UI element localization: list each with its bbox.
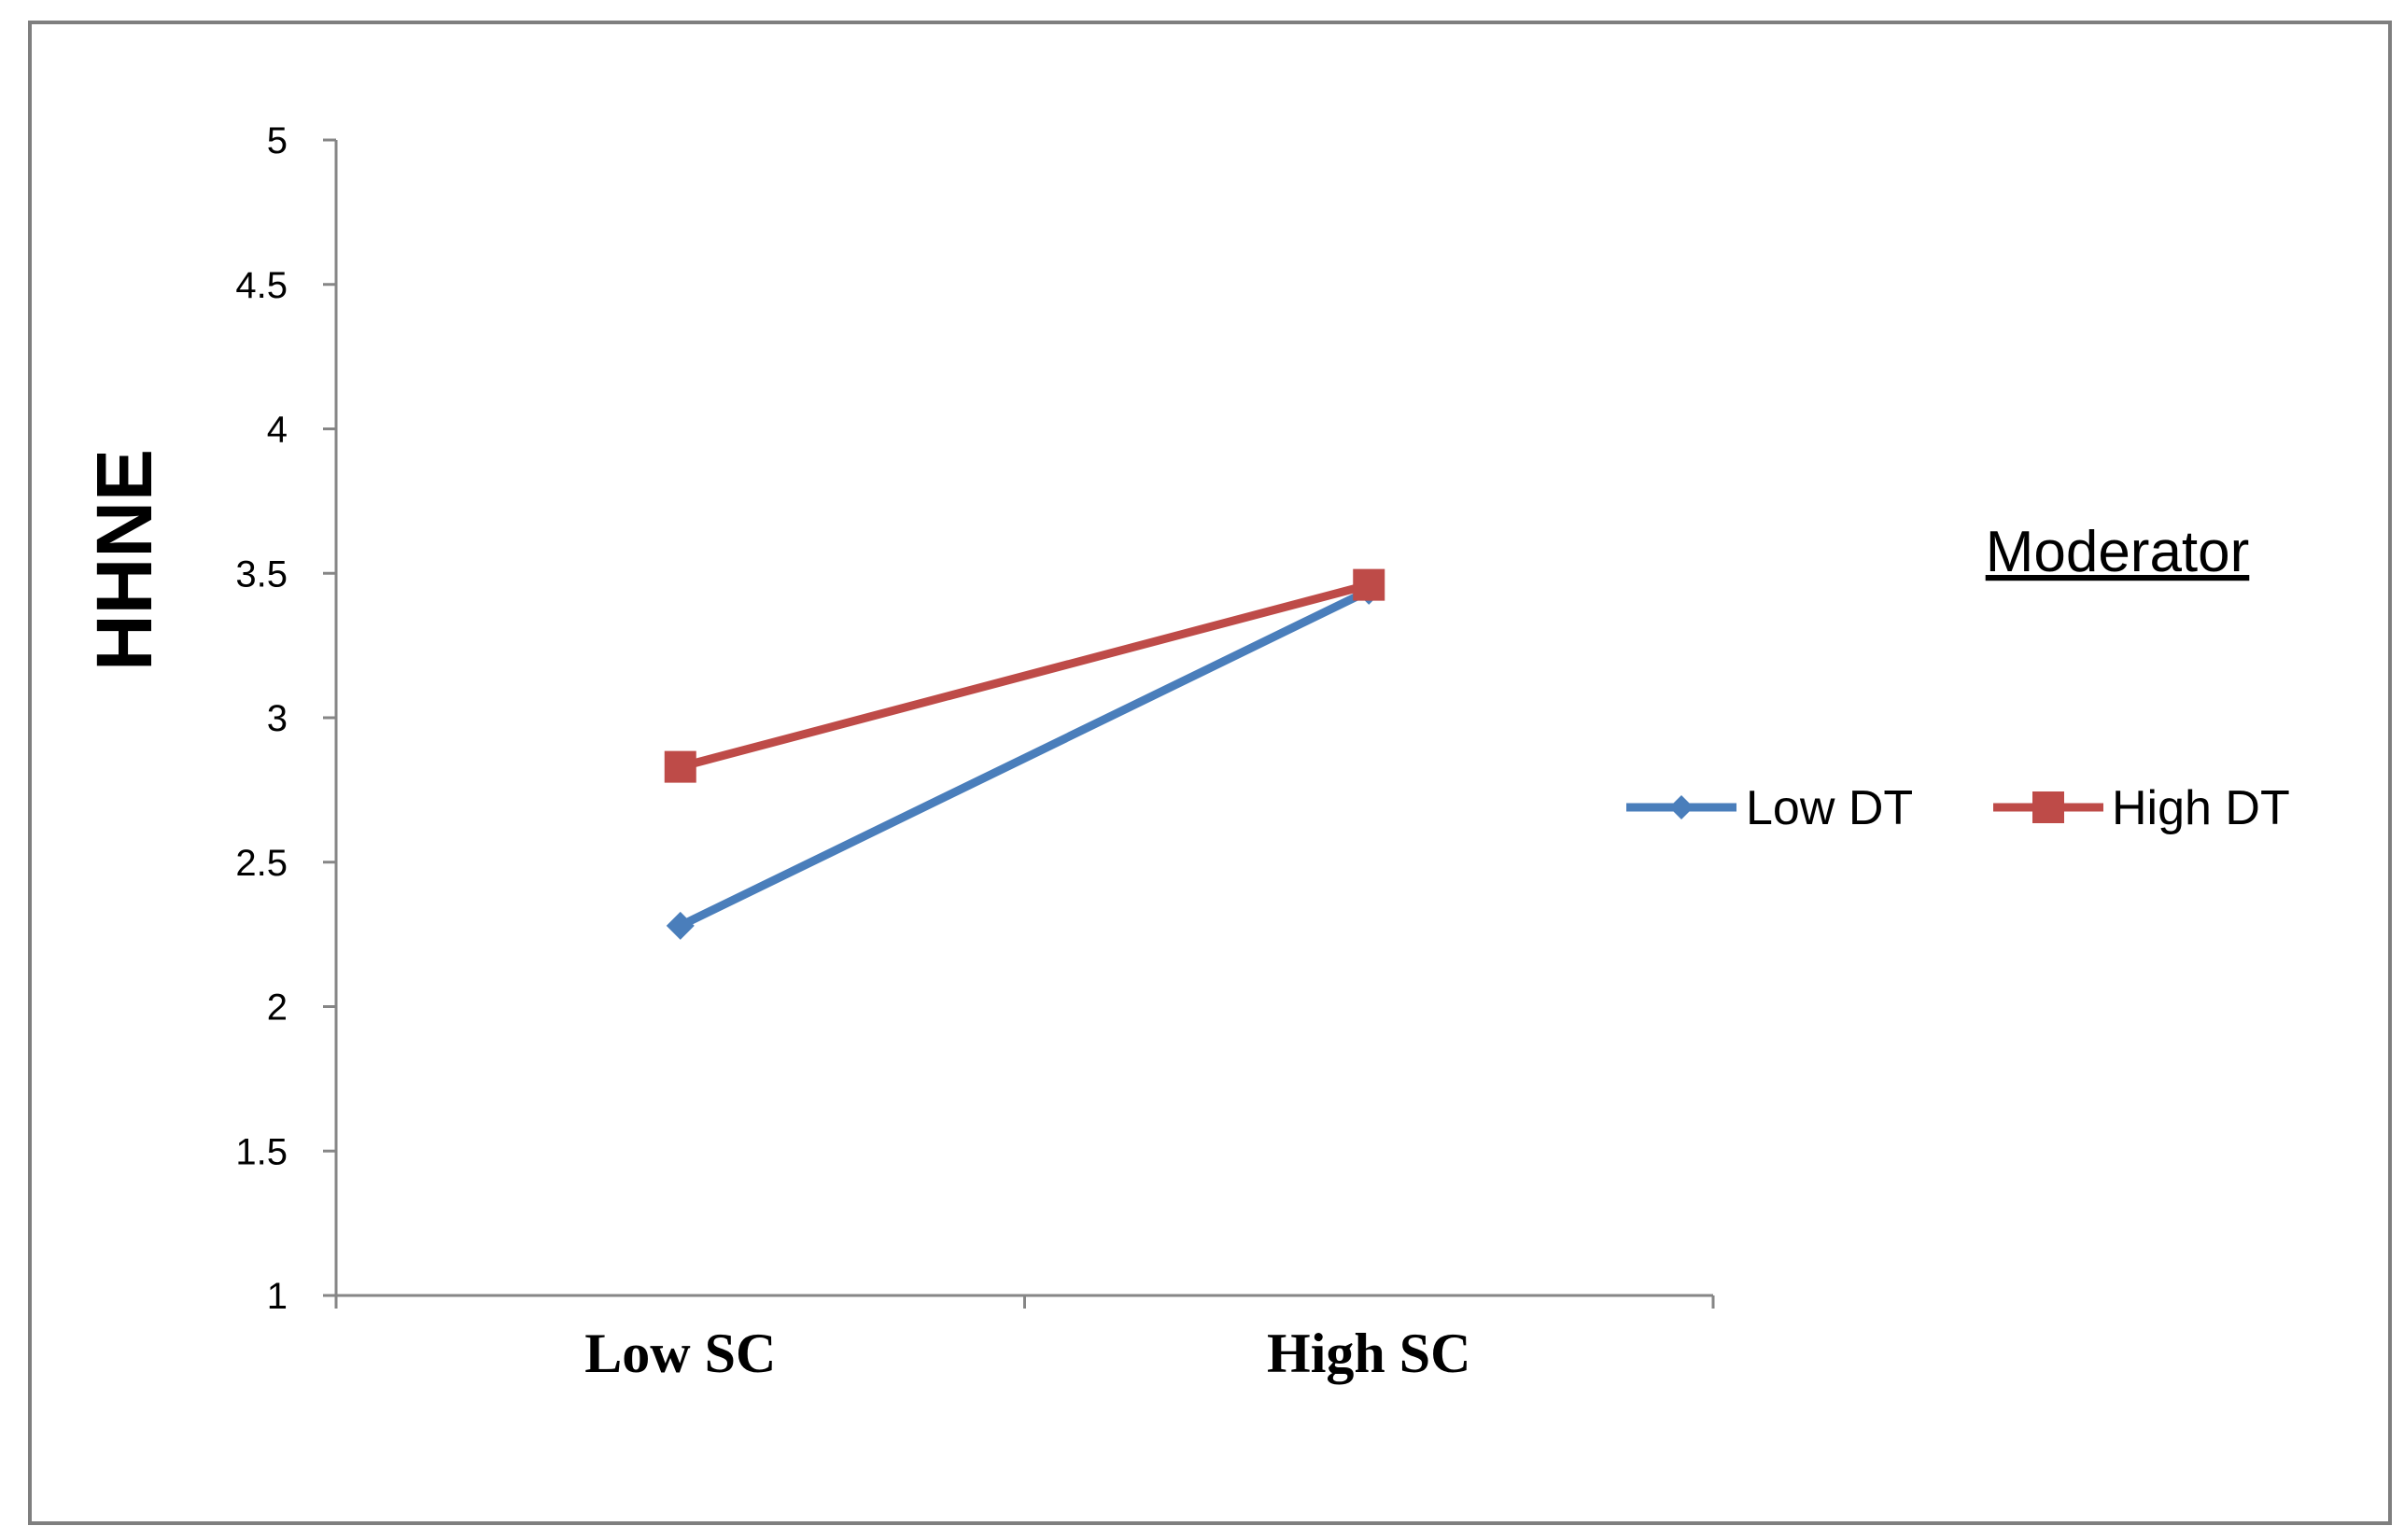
x-tick-label: High SC [1267, 1323, 1470, 1384]
y-tick-label: 3.5 [235, 553, 288, 595]
series-line-low-dt [676, 586, 1373, 931]
data-point [1353, 568, 1385, 601]
y-tick-label: 1.5 [235, 1131, 288, 1172]
legend-marker [1669, 795, 1694, 819]
y-tick-label: 2 [267, 987, 288, 1029]
chart-border [28, 21, 2392, 1525]
y-tick-label: 5 [267, 120, 288, 161]
legend-label: High DT [2112, 781, 2290, 835]
y-tick-label: 2.5 [235, 843, 288, 884]
data-point [664, 750, 696, 783]
y-tick-label: 4.5 [235, 265, 288, 306]
y-tick-label: 1 [267, 1276, 288, 1317]
legend-title: Moderator [1986, 520, 2250, 584]
y-tick-label: 4 [267, 410, 288, 451]
x-tick-label: Low SC [584, 1323, 776, 1384]
legend-label: Low DT [1746, 781, 1913, 835]
y-tick-label: 3 [267, 698, 288, 739]
series-line-high-dt [676, 581, 1373, 772]
y-axis-label: HHNE [80, 449, 168, 671]
legend: Low DT High DT [1626, 781, 2290, 835]
legend-marker [2032, 791, 2064, 823]
data-point [666, 911, 695, 940]
